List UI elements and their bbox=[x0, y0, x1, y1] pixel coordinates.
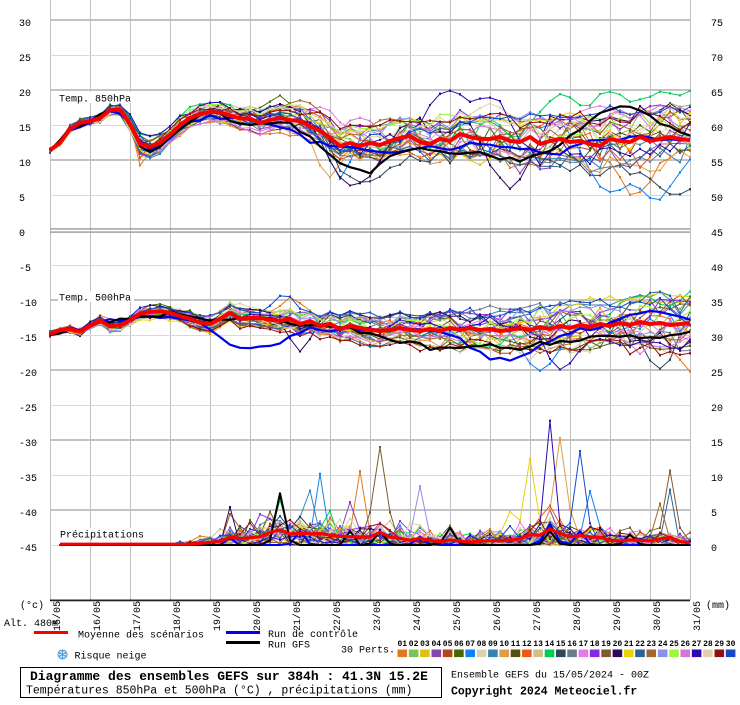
svg-text:70: 70 bbox=[711, 54, 723, 65]
svg-text:25/05: 25/05 bbox=[452, 601, 464, 631]
svg-text:07: 07 bbox=[465, 640, 475, 649]
svg-text:15: 15 bbox=[19, 124, 31, 135]
svg-text:24: 24 bbox=[658, 640, 668, 649]
svg-text:17/05: 17/05 bbox=[132, 601, 144, 631]
svg-text:Run de contrôle: Run de contrôle bbox=[268, 629, 358, 641]
svg-text:28: 28 bbox=[703, 640, 713, 649]
svg-text:55: 55 bbox=[711, 159, 723, 170]
svg-text:18/05: 18/05 bbox=[172, 601, 184, 631]
svg-text:-25: -25 bbox=[19, 404, 37, 415]
svg-text:65: 65 bbox=[711, 89, 723, 100]
svg-text:-5: -5 bbox=[19, 264, 31, 275]
svg-text:28/05: 28/05 bbox=[572, 601, 584, 631]
svg-text:20: 20 bbox=[711, 404, 723, 415]
svg-text:19: 19 bbox=[601, 640, 611, 649]
svg-text:-45: -45 bbox=[19, 544, 37, 555]
svg-text:29: 29 bbox=[714, 640, 724, 649]
svg-text:25: 25 bbox=[711, 369, 723, 380]
svg-text:15: 15 bbox=[711, 439, 723, 450]
svg-text:15/05: 15/05 bbox=[52, 601, 64, 631]
svg-text:-35: -35 bbox=[19, 474, 37, 485]
svg-text:18: 18 bbox=[590, 640, 600, 649]
svg-text:Temp. 850hPa: Temp. 850hPa bbox=[59, 94, 131, 106]
svg-text:15: 15 bbox=[556, 640, 566, 649]
svg-text:Alt. 480m: Alt. 480m bbox=[4, 618, 58, 630]
svg-text:5: 5 bbox=[711, 509, 717, 520]
svg-text:Précipitations: Précipitations bbox=[60, 530, 144, 542]
svg-text:20: 20 bbox=[19, 89, 31, 100]
svg-text:30/05: 30/05 bbox=[652, 601, 664, 631]
svg-text:0: 0 bbox=[711, 544, 717, 555]
svg-text:14: 14 bbox=[545, 640, 555, 649]
svg-text:03: 03 bbox=[420, 640, 430, 649]
svg-text:27: 27 bbox=[692, 640, 702, 649]
svg-text:06: 06 bbox=[454, 640, 464, 649]
svg-text:22/05: 22/05 bbox=[332, 601, 344, 631]
svg-text:08: 08 bbox=[477, 640, 487, 649]
svg-text:05: 05 bbox=[443, 640, 453, 649]
svg-text:5: 5 bbox=[19, 194, 25, 205]
svg-text:29/05: 29/05 bbox=[612, 601, 624, 631]
svg-text:-30: -30 bbox=[19, 439, 37, 450]
svg-text:20: 20 bbox=[613, 640, 623, 649]
svg-text:10: 10 bbox=[711, 474, 723, 485]
svg-text:60: 60 bbox=[711, 124, 723, 135]
svg-text:Diagramme des ensembles GEFS s: Diagramme des ensembles GEFS sur 384h : … bbox=[30, 669, 428, 684]
svg-text:Moyenne des scénarios: Moyenne des scénarios bbox=[78, 630, 204, 642]
svg-text:25: 25 bbox=[669, 640, 679, 649]
svg-text:Températures 850hPa et 500hPa: Températures 850hPa et 500hPa (°C) , pré… bbox=[26, 685, 412, 698]
svg-text:20/05: 20/05 bbox=[252, 601, 264, 631]
svg-text:0: 0 bbox=[19, 229, 25, 240]
svg-text:10: 10 bbox=[499, 640, 509, 649]
svg-text:50: 50 bbox=[711, 194, 723, 205]
svg-text:01: 01 bbox=[397, 640, 407, 649]
svg-text:13: 13 bbox=[533, 640, 543, 649]
svg-text:Run GFS: Run GFS bbox=[268, 641, 310, 652]
svg-text:40: 40 bbox=[711, 264, 723, 275]
svg-text:10: 10 bbox=[19, 159, 31, 170]
svg-text:02: 02 bbox=[409, 640, 419, 649]
svg-text:23: 23 bbox=[646, 640, 656, 649]
svg-text:19/05: 19/05 bbox=[212, 601, 224, 631]
svg-text:21: 21 bbox=[624, 640, 634, 649]
svg-text:11: 11 bbox=[511, 640, 521, 649]
svg-text:30: 30 bbox=[726, 640, 736, 649]
svg-text:Risque neige: Risque neige bbox=[75, 651, 147, 663]
svg-text:16/05: 16/05 bbox=[92, 601, 104, 631]
svg-text:Copyright 2024 Meteociel.fr: Copyright 2024 Meteociel.fr bbox=[451, 686, 637, 699]
svg-text:16: 16 bbox=[567, 640, 577, 649]
svg-text:-10: -10 bbox=[19, 299, 37, 310]
svg-text:09: 09 bbox=[488, 640, 498, 649]
svg-text:45: 45 bbox=[711, 229, 723, 240]
svg-text:22: 22 bbox=[635, 640, 645, 649]
svg-text:30: 30 bbox=[711, 334, 723, 345]
svg-text:-20: -20 bbox=[19, 369, 37, 380]
svg-text:26/05: 26/05 bbox=[492, 601, 504, 631]
svg-text:75: 75 bbox=[711, 19, 723, 30]
svg-text:(mm): (mm) bbox=[706, 600, 730, 612]
svg-text:30: 30 bbox=[19, 19, 31, 30]
svg-text:30 Perts.: 30 Perts. bbox=[341, 646, 395, 657]
svg-text:35: 35 bbox=[711, 299, 723, 310]
svg-text:12: 12 bbox=[522, 640, 532, 649]
svg-text:-15: -15 bbox=[19, 334, 37, 345]
svg-text:31/05: 31/05 bbox=[692, 601, 704, 631]
svg-text:27/05: 27/05 bbox=[532, 601, 544, 631]
svg-text:04: 04 bbox=[431, 640, 441, 649]
svg-text:-40: -40 bbox=[19, 509, 37, 520]
svg-text:Ensemble GEFS du 15/05/2024 -: Ensemble GEFS du 15/05/2024 - 00Z bbox=[451, 670, 649, 682]
svg-text:Temp. 500hPa: Temp. 500hPa bbox=[59, 293, 131, 305]
svg-text:24/05: 24/05 bbox=[412, 601, 424, 631]
svg-text:25: 25 bbox=[19, 54, 31, 65]
svg-text:23/05: 23/05 bbox=[372, 601, 384, 631]
svg-text:26: 26 bbox=[680, 640, 690, 649]
svg-text:17: 17 bbox=[579, 640, 589, 649]
svg-text:(°c): (°c) bbox=[20, 600, 44, 612]
svg-text:21/05: 21/05 bbox=[292, 601, 304, 631]
